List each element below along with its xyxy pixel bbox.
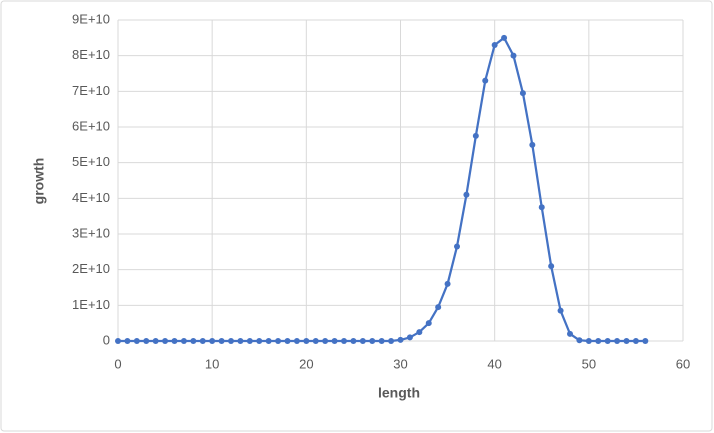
y-tick-label: 8E+10: [72, 47, 110, 62]
data-point: [491, 41, 498, 48]
data-point: [228, 338, 234, 344]
data-point: [180, 338, 187, 344]
x-tick-label: 40: [487, 356, 501, 371]
data-point: [359, 338, 366, 344]
x-tick-label: 10: [205, 356, 219, 371]
y-tick-label: 2E+10: [72, 261, 110, 276]
data-point: [585, 338, 592, 344]
data-point: [265, 338, 272, 344]
data-point: [595, 338, 602, 344]
data-point: [246, 338, 253, 344]
data-point: [369, 338, 376, 344]
data-point: [397, 336, 404, 343]
data-point: [275, 338, 282, 344]
data-point: [576, 337, 583, 344]
data-point: [463, 191, 470, 198]
y-tick-label: 0: [103, 332, 110, 347]
data-point: [162, 338, 169, 344]
data-point: [322, 338, 329, 344]
data-point: [350, 338, 357, 344]
data-point: [519, 90, 526, 97]
y-tick-label: 5E+10: [72, 154, 110, 169]
data-point: [341, 338, 347, 344]
data-point: [152, 338, 159, 344]
y-tick-label: 7E+10: [72, 83, 110, 98]
data-point: [124, 338, 131, 344]
y-tick-label: 9E+10: [72, 11, 110, 26]
data-point: [604, 338, 611, 344]
data-point: [435, 304, 442, 311]
data-point: [557, 307, 564, 314]
y-tick-label: 1E+10: [72, 297, 110, 312]
data-point: [209, 338, 216, 344]
data-point: [623, 338, 630, 344]
data-point: [567, 330, 573, 337]
data-point: [171, 338, 178, 344]
data-point: [303, 338, 310, 344]
data-point: [416, 329, 423, 336]
data-point: [312, 338, 319, 344]
data-point: [444, 280, 451, 287]
x-tick-label: 60: [676, 356, 690, 371]
data-point: [284, 338, 291, 344]
data-point: [218, 338, 225, 344]
data-point: [472, 132, 479, 139]
x-tick-label: 30: [393, 356, 407, 371]
data-point: [378, 338, 385, 344]
data-point: [133, 338, 140, 344]
data-point: [115, 338, 121, 344]
x-tick-label: 0: [114, 356, 121, 371]
x-axis-title: length: [378, 385, 420, 401]
data-point: [331, 338, 338, 344]
data-point: [406, 334, 413, 341]
data-point: [256, 338, 263, 344]
data-point: [482, 77, 489, 84]
data-point: [237, 338, 244, 344]
data-point: [510, 52, 517, 59]
data-point: [501, 34, 508, 41]
data-point: [143, 338, 150, 344]
data-point: [388, 338, 395, 344]
x-tick-label: 50: [582, 356, 596, 371]
y-axis-title: growth: [31, 158, 47, 205]
data-point: [614, 338, 621, 344]
data-point: [425, 320, 432, 327]
data-point: [199, 338, 206, 344]
x-tick-label: 20: [299, 356, 313, 371]
y-tick-label: 6E+10: [72, 118, 110, 133]
data-point: [293, 338, 300, 344]
data-point: [529, 141, 536, 148]
data-point: [538, 204, 545, 211]
data-point: [190, 338, 197, 344]
y-tick-label: 3E+10: [72, 225, 110, 240]
data-point: [548, 263, 555, 270]
data-point: [632, 338, 639, 344]
data-point: [454, 243, 460, 250]
data-point: [642, 338, 649, 344]
y-tick-label: 4E+10: [72, 190, 110, 205]
